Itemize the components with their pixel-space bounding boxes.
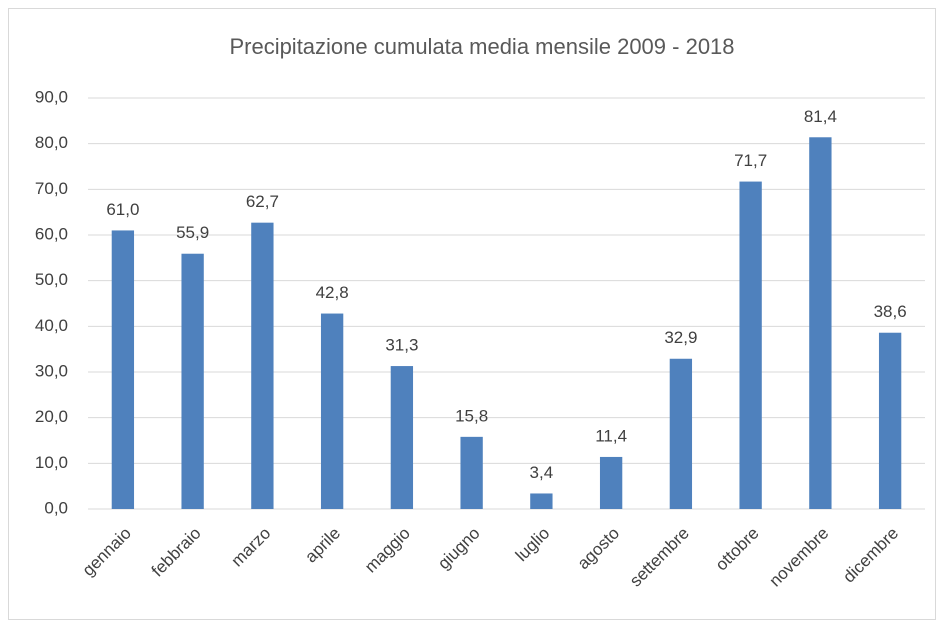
y-tick-label: 70,0: [35, 179, 68, 198]
data-label: 81,4: [804, 107, 837, 126]
y-tick-label: 80,0: [35, 133, 68, 152]
chart-border: [8, 8, 936, 620]
bar: [809, 137, 832, 510]
data-label: 71,7: [734, 151, 767, 170]
y-tick-label: 30,0: [35, 361, 68, 380]
data-label: 31,3: [385, 336, 418, 355]
bar: [599, 456, 623, 509]
bar: [530, 493, 553, 509]
y-tick-label: 50,0: [35, 270, 68, 289]
data-label: 55,9: [176, 223, 209, 242]
chart-title: Precipitazione cumulata media mensile 20…: [229, 34, 734, 59]
y-tick-label: 10,0: [35, 453, 68, 472]
bar: [669, 358, 693, 509]
bar: [111, 230, 135, 509]
bar: [390, 366, 414, 509]
y-tick-label: 90,0: [35, 87, 68, 106]
y-tick-label: 40,0: [35, 316, 68, 335]
bar: [251, 222, 274, 510]
y-tick-label: 0,0: [44, 498, 68, 517]
data-label: 61,0: [106, 200, 139, 219]
data-label: 42,8: [316, 283, 349, 302]
data-label: 15,8: [455, 406, 488, 425]
bar: [181, 253, 204, 509]
bar: [320, 313, 344, 509]
bar: [460, 436, 483, 509]
data-label: 32,9: [664, 328, 697, 347]
data-label: 62,7: [246, 192, 279, 211]
data-label: 11,4: [595, 426, 627, 445]
bar: [739, 181, 762, 509]
data-label: 3,4: [530, 463, 554, 482]
data-label: 38,6: [874, 302, 907, 321]
bar: [878, 332, 902, 509]
y-tick-label: 60,0: [35, 224, 68, 243]
y-tick-label: 20,0: [35, 407, 68, 426]
